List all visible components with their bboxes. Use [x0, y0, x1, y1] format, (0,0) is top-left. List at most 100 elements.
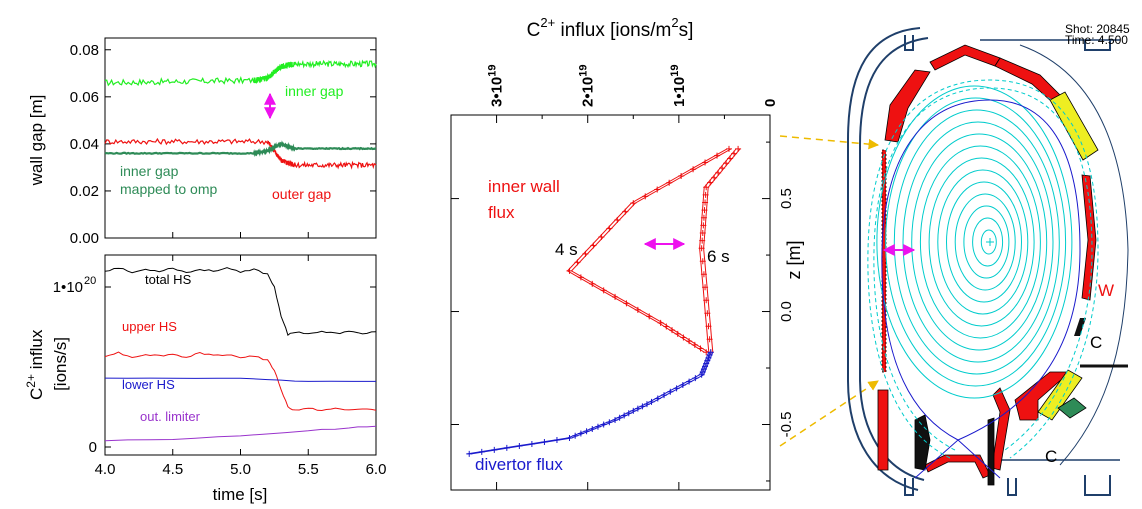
wall-tile-outer-div	[991, 387, 1011, 471]
schematic-label-c1: C	[1090, 333, 1102, 352]
leader-line-top	[779, 135, 880, 150]
label-4s: 4 s	[555, 240, 578, 259]
shot-info: Shot: 20845 Time: 4.500	[1065, 23, 1130, 47]
profile-data-point	[661, 392, 668, 399]
yellow-tile-lower	[1037, 369, 1083, 421]
wall-tile-upper-3	[994, 57, 1061, 103]
profile-data-point	[690, 166, 697, 173]
profile-data-point	[663, 323, 670, 330]
wall-gap-ytick-label: 0.04	[70, 136, 99, 153]
profile-data-point	[600, 287, 607, 294]
profile-data-point	[699, 258, 706, 265]
profile-data-point	[667, 388, 674, 395]
profile-data-point	[698, 371, 705, 378]
wall-tile-lower-left	[877, 389, 889, 471]
profile-data-point	[700, 366, 707, 373]
profile-xtick-exponent: 19	[578, 64, 590, 76]
influx-ylabel-units: [ions/s]	[51, 337, 70, 391]
wall-gap-ticks: 0.00 0.02 0.04 0.06 0.08	[70, 42, 377, 247]
profile-title-charge: 2+	[540, 15, 555, 30]
outer-port-bottom	[1084, 475, 1111, 496]
flux-surface	[928, 157, 1035, 327]
profile-data-point	[625, 410, 632, 417]
profile-data-point	[698, 245, 705, 252]
profile-data-point	[503, 444, 510, 451]
influx-panel: C2+ influx [ions/s] 1•10 20 0 4.0 4.5 5.0 5.5 6…	[24, 254, 386, 504]
profile-data-point	[583, 428, 590, 435]
profile-data-point	[702, 363, 709, 370]
profile-data-point	[577, 430, 584, 437]
flux-surface	[954, 193, 1016, 291]
profile-data-point	[703, 184, 710, 191]
profile-data-point	[703, 297, 710, 304]
profile-data-point	[725, 145, 732, 152]
flux-surface	[963, 205, 1010, 279]
black-tile-right	[987, 417, 995, 486]
profile-data-point	[686, 338, 693, 345]
inner-wall-annotation-line1: inner wall	[488, 177, 560, 196]
profile-data-point	[589, 426, 596, 433]
legend-out-limiter: out. limiter	[140, 409, 201, 424]
flux-surface	[911, 133, 1048, 351]
profile-series	[466, 145, 742, 457]
profile-data-point	[614, 217, 621, 224]
profile-data-point	[606, 225, 613, 232]
wall-gap-ytick-label: 0.08	[70, 42, 99, 59]
profile-data-point	[622, 208, 629, 215]
schematic-label-w: W	[1098, 281, 1114, 300]
flux-surface	[919, 145, 1041, 339]
profile-data-point	[646, 313, 653, 320]
wall-gap-series	[104, 59, 377, 170]
profile-data-point	[705, 323, 712, 330]
profile-series-line	[471, 352, 714, 455]
profile-data-point	[692, 375, 699, 382]
profile-data-point	[702, 284, 709, 291]
profile-data-point	[654, 395, 661, 402]
profile-data-point	[706, 352, 713, 359]
profile-data-point	[714, 152, 721, 159]
profile-data-point	[697, 345, 704, 352]
profile-data-point	[666, 179, 673, 186]
inner-wall-annotation-line2: flux	[488, 203, 515, 222]
profile-data-point	[679, 381, 686, 388]
profile-data-point	[699, 237, 706, 244]
magnetic-axis-marker	[986, 238, 994, 246]
profile-data-point	[707, 349, 714, 356]
profile-data-point	[566, 435, 573, 442]
wall-gap-ytick-label: 0.00	[70, 230, 99, 247]
profile-data-point	[704, 357, 711, 364]
profile-data-point	[478, 448, 485, 455]
profile-data-point	[630, 200, 637, 207]
shot-time: Time: 4.500	[1065, 33, 1128, 47]
leader-line-bottom	[779, 380, 879, 447]
profile-xtick-label: 2•1019	[578, 64, 597, 107]
profile-data-point	[466, 450, 473, 457]
vessel-right-wall	[1019, 44, 1129, 466]
profile-title-text: influx [ions/m	[555, 20, 671, 41]
profile-xtick-label: 0	[762, 99, 779, 107]
profile-data-point	[598, 233, 605, 240]
profile-data-point	[678, 172, 685, 179]
profile-xtick-mantissa: 0	[762, 99, 779, 107]
black-tile-left	[914, 414, 931, 471]
outer-port-top	[1084, 40, 1111, 51]
profile-data-point	[715, 169, 722, 176]
wall-tile-outer-w	[1081, 174, 1097, 301]
profile-data-point	[600, 421, 607, 428]
wall-gap-series-line	[104, 59, 377, 87]
yellow-tile-upper	[1049, 91, 1099, 161]
profile-data-point	[707, 179, 714, 186]
profile-xtick-mantissa: 1•10	[671, 77, 688, 107]
profile-data-point	[577, 274, 584, 281]
label-6s: 6 s	[707, 247, 730, 266]
profile-xtick-exponent: 19	[669, 64, 681, 76]
profile-series-line	[467, 352, 710, 455]
influx-series	[104, 267, 377, 442]
wall-gap-ytick-label: 0.02	[70, 183, 99, 200]
profile-data-point	[623, 300, 630, 307]
flux-surface	[876, 85, 1073, 399]
profile-data-point	[582, 250, 589, 257]
inner-gap-annotation: inner gap	[285, 83, 344, 99]
influx-xtick-label: 5.0	[230, 461, 251, 478]
profile-data-point	[654, 186, 661, 193]
